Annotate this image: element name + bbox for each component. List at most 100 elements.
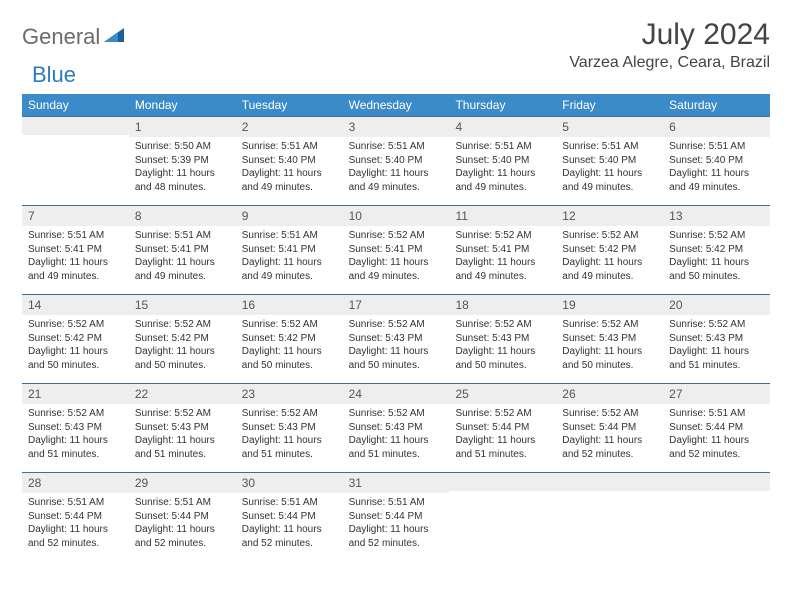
title-block: July 2024 Varzea Alegre, Ceara, Brazil (569, 18, 770, 72)
day-cell: 10 Sunrise: 5:52 AMSunset: 5:41 PMDayligh… (343, 206, 450, 294)
sunrise-text: Sunrise: 5:50 AM (135, 140, 230, 154)
daylight-text: Daylight: 11 hours and 52 minutes. (669, 434, 764, 461)
day-number: 3 (343, 117, 450, 137)
sunset-text: Sunset: 5:44 PM (242, 510, 337, 524)
daylight-text: Daylight: 11 hours and 50 minutes. (669, 256, 764, 283)
weekday-header: Tuesday (236, 94, 343, 116)
daylight-text: Daylight: 11 hours and 49 minutes. (669, 167, 764, 194)
day-number: 15 (129, 295, 236, 315)
day-number (663, 473, 770, 491)
sunrise-text: Sunrise: 5:52 AM (242, 318, 337, 332)
day-body: Sunrise: 5:52 AMSunset: 5:42 PMDaylight:… (663, 226, 770, 289)
sunrise-text: Sunrise: 5:52 AM (135, 318, 230, 332)
day-cell: 20Sunrise: 5:52 AMSunset: 5:43 PMDayligh… (663, 295, 770, 383)
sunset-text: Sunset: 5:44 PM (135, 510, 230, 524)
weekday-header: Sunday (22, 94, 129, 116)
day-body: Sunrise: 5:51 AMSunset: 5:44 PMDaylight:… (236, 493, 343, 556)
day-number: 18 (449, 295, 556, 315)
day-number: 10 (343, 206, 450, 226)
sunset-text: Sunset: 5:40 PM (242, 154, 337, 168)
week-row: 28Sunrise: 5:51 AMSunset: 5:44 PMDayligh… (22, 472, 770, 561)
daylight-text: Daylight: 11 hours and 49 minutes. (349, 256, 444, 283)
sunrise-text: Sunrise: 5:52 AM (562, 229, 657, 243)
day-number: 21 (22, 384, 129, 404)
daylight-text: Daylight: 11 hours and 51 minutes. (242, 434, 337, 461)
sunset-text: Sunset: 5:42 PM (242, 332, 337, 346)
day-cell: 19Sunrise: 5:52 AMSunset: 5:43 PMDayligh… (556, 295, 663, 383)
day-number: 19 (556, 295, 663, 315)
day-number: 20 (663, 295, 770, 315)
sunset-text: Sunset: 5:44 PM (455, 421, 550, 435)
daylight-text: Daylight: 11 hours and 51 minutes. (28, 434, 123, 461)
daylight-text: Daylight: 11 hours and 52 minutes. (562, 434, 657, 461)
daylight-text: Daylight: 11 hours and 50 minutes. (135, 345, 230, 372)
day-number: 9 (236, 206, 343, 226)
day-cell: 3Sunrise: 5:51 AMSunset: 5:40 PMDaylight… (343, 117, 450, 205)
sunset-text: Sunset: 5:43 PM (669, 332, 764, 346)
day-body: Sunrise: 5:51 AMSunset: 5:40 PMDaylight:… (663, 137, 770, 200)
sunset-text: Sunset: 5:43 PM (349, 421, 444, 435)
daylight-text: Daylight: 11 hours and 50 minutes. (349, 345, 444, 372)
day-body: Sunrise: 5:51 AMSunset: 5:41 PMDaylight:… (129, 226, 236, 289)
day-cell: 31Sunrise: 5:51 AMSunset: 5:44 PMDayligh… (343, 473, 450, 561)
day-cell: 29Sunrise: 5:51 AMSunset: 5:44 PMDayligh… (129, 473, 236, 561)
sunrise-text: Sunrise: 5:51 AM (349, 140, 444, 154)
day-body: Sunrise: 5:52 AMSunset: 5:42 PMDaylight:… (22, 315, 129, 378)
sunrise-text: Sunrise: 5:51 AM (28, 229, 123, 243)
day-cell (663, 473, 770, 561)
sunset-text: Sunset: 5:42 PM (135, 332, 230, 346)
day-cell: 7Sunrise: 5:51 AMSunset: 5:41 PMDaylight… (22, 206, 129, 294)
day-cell: 5Sunrise: 5:51 AMSunset: 5:40 PMDaylight… (556, 117, 663, 205)
day-cell: 17Sunrise: 5:52 AMSunset: 5:43 PMDayligh… (343, 295, 450, 383)
day-number: 6 (663, 117, 770, 137)
day-number: 16 (236, 295, 343, 315)
day-body: Sunrise: 5:51 AMSunset: 5:44 PMDaylight:… (129, 493, 236, 556)
sunset-text: Sunset: 5:44 PM (562, 421, 657, 435)
daylight-text: Daylight: 11 hours and 52 minutes. (349, 523, 444, 550)
day-number (449, 473, 556, 491)
day-number: 11 (449, 206, 556, 226)
day-cell: 12Sunrise: 5:52 AMSunset: 5:42 PMDayligh… (556, 206, 663, 294)
daylight-text: Daylight: 11 hours and 48 minutes. (135, 167, 230, 194)
day-body: Sunrise: 5:52 AMSunset: 5:43 PMDaylight:… (343, 404, 450, 467)
day-number: 24 (343, 384, 450, 404)
day-cell: 9 Sunrise: 5:51 AMSunset: 5:41 PMDaylight… (236, 206, 343, 294)
daylight-text: Daylight: 11 hours and 49 minutes. (242, 256, 337, 283)
sunrise-text: Sunrise: 5:51 AM (242, 229, 337, 243)
sunset-text: Sunset: 5:41 PM (242, 243, 337, 257)
sunrise-text: Sunrise: 5:52 AM (669, 229, 764, 243)
day-number: 8 (129, 206, 236, 226)
day-cell: 26Sunrise: 5:52 AMSunset: 5:44 PMDayligh… (556, 384, 663, 472)
daylight-text: Daylight: 11 hours and 52 minutes. (135, 523, 230, 550)
day-number: 5 (556, 117, 663, 137)
sunset-text: Sunset: 5:41 PM (455, 243, 550, 257)
daylight-text: Daylight: 11 hours and 49 minutes. (28, 256, 123, 283)
day-number (556, 473, 663, 491)
daylight-text: Daylight: 11 hours and 49 minutes. (349, 167, 444, 194)
day-number: 26 (556, 384, 663, 404)
sunset-text: Sunset: 5:41 PM (349, 243, 444, 257)
day-number: 28 (22, 473, 129, 493)
day-cell: 24Sunrise: 5:52 AMSunset: 5:43 PMDayligh… (343, 384, 450, 472)
daylight-text: Daylight: 11 hours and 50 minutes. (242, 345, 337, 372)
sunrise-text: Sunrise: 5:52 AM (349, 229, 444, 243)
day-cell: 22Sunrise: 5:52 AMSunset: 5:43 PMDayligh… (129, 384, 236, 472)
day-cell: 14Sunrise: 5:52 AMSunset: 5:42 PMDayligh… (22, 295, 129, 383)
day-body: Sunrise: 5:52 AMSunset: 5:43 PMDaylight:… (556, 315, 663, 378)
day-body: Sunrise: 5:51 AMSunset: 5:40 PMDaylight:… (556, 137, 663, 200)
day-number: 2 (236, 117, 343, 137)
day-number: 14 (22, 295, 129, 315)
daylight-text: Daylight: 11 hours and 51 minutes. (455, 434, 550, 461)
sunrise-text: Sunrise: 5:52 AM (28, 407, 123, 421)
day-number: 22 (129, 384, 236, 404)
logo-text-blue: Blue (32, 62, 76, 88)
sunrise-text: Sunrise: 5:51 AM (242, 496, 337, 510)
sunset-text: Sunset: 5:41 PM (135, 243, 230, 257)
sunset-text: Sunset: 5:43 PM (242, 421, 337, 435)
sunrise-text: Sunrise: 5:52 AM (135, 407, 230, 421)
sunrise-text: Sunrise: 5:52 AM (242, 407, 337, 421)
sunset-text: Sunset: 5:42 PM (669, 243, 764, 257)
day-number: 25 (449, 384, 556, 404)
daylight-text: Daylight: 11 hours and 52 minutes. (28, 523, 123, 550)
day-body: Sunrise: 5:52 AMSunset: 5:44 PMDaylight:… (449, 404, 556, 467)
